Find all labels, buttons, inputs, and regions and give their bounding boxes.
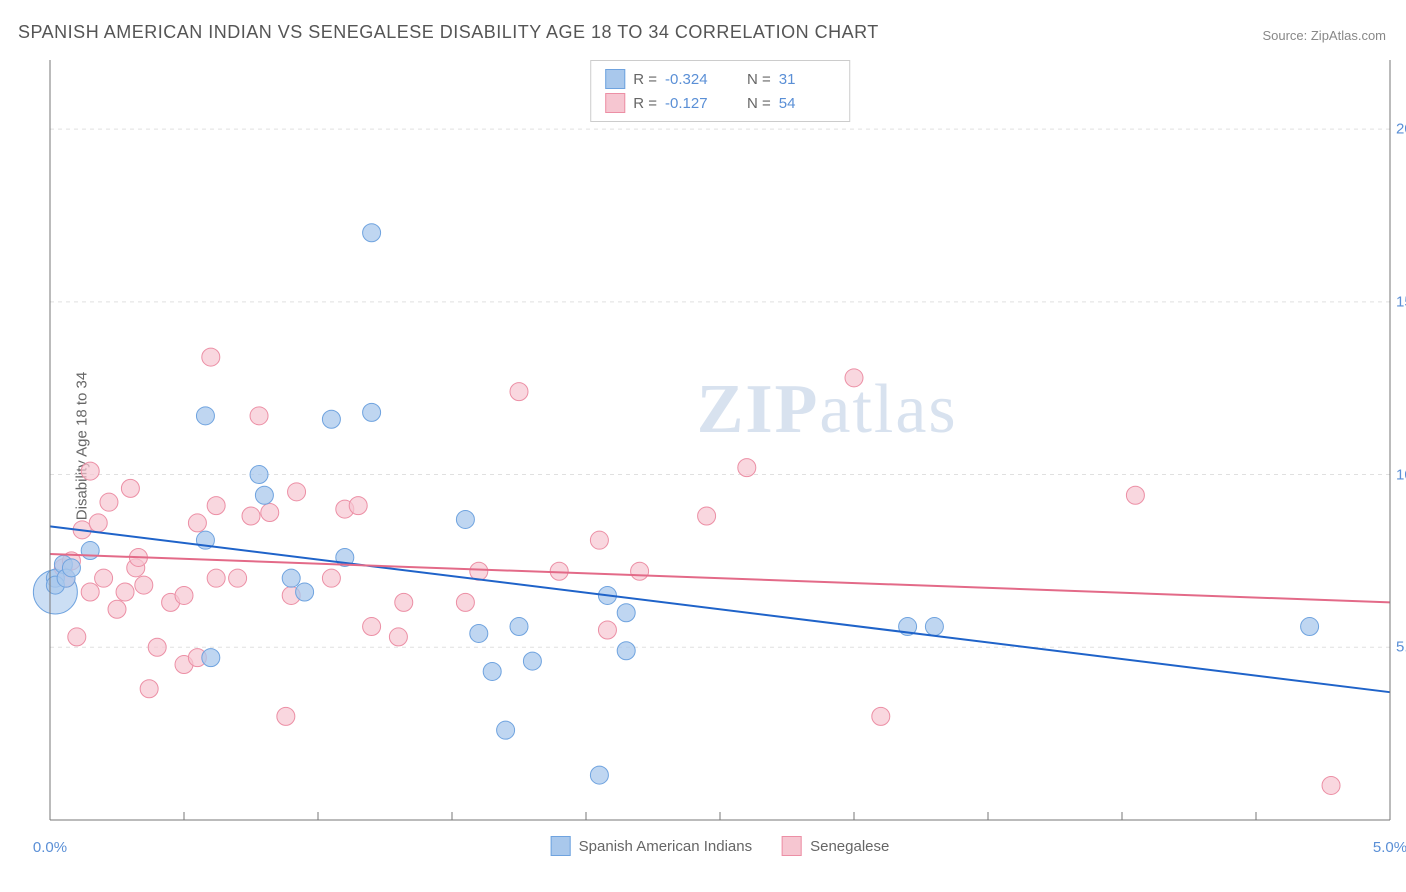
- stats-legend-box: R = -0.324 N = 31 R = -0.127 N = 54: [590, 60, 850, 122]
- scatter-chart: ZIPatlas R = -0.324 N = 31 R = -0.127 N …: [50, 60, 1390, 820]
- legend-label: Spanish American Indians: [579, 838, 752, 855]
- chart-svg: [50, 60, 1390, 820]
- source-text: Source: ZipAtlas.com: [1262, 28, 1386, 43]
- legend-item-blue: Spanish American Indians: [551, 836, 752, 856]
- y-tick: 15.0%: [1396, 293, 1406, 310]
- chart-title: SPANISH AMERICAN INDIAN VS SENEGALESE DI…: [18, 22, 879, 43]
- swatch-pink: [782, 836, 802, 856]
- swatch-blue: [605, 69, 625, 89]
- y-tick: 20.0%: [1396, 121, 1406, 138]
- stats-row-pink: R = -0.127 N = 54: [605, 91, 835, 115]
- swatch-pink: [605, 93, 625, 113]
- legend-item-pink: Senegalese: [782, 836, 889, 856]
- stats-row-blue: R = -0.324 N = 31: [605, 67, 835, 91]
- y-tick: 10.0%: [1396, 466, 1406, 483]
- swatch-blue: [551, 836, 571, 856]
- x-tick-right: 5.0%: [1373, 839, 1406, 856]
- y-tick: 5.0%: [1396, 639, 1406, 656]
- legend-label: Senegalese: [810, 838, 889, 855]
- bottom-legend: Spanish American Indians Senegalese: [551, 836, 890, 856]
- x-tick-left: 0.0%: [33, 839, 67, 856]
